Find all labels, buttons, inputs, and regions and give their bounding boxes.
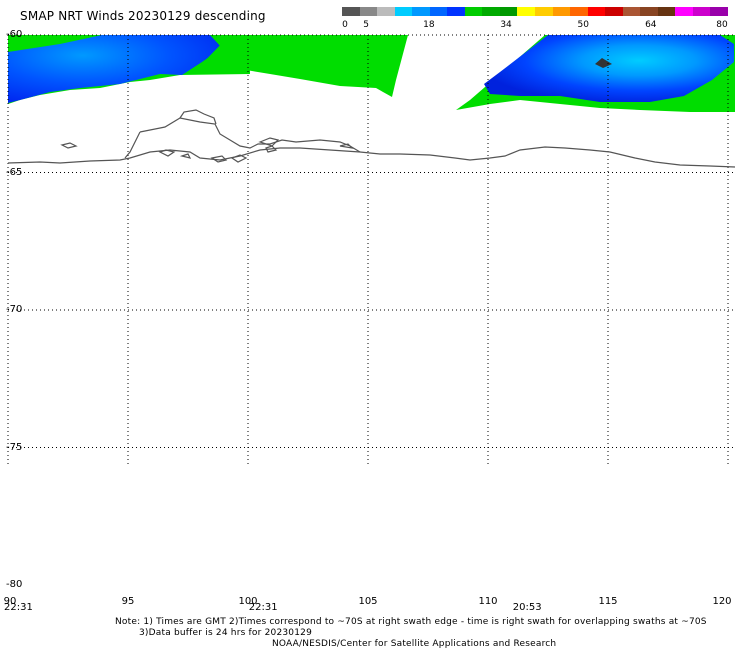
- colorbar-segment: [429, 7, 448, 16]
- colorbar-tick-label: 5: [363, 20, 369, 30]
- longitude-label: 110: [478, 596, 498, 607]
- colorbar-segment: [499, 7, 518, 16]
- note-line-2: 3)Data buffer is 24 hrs for 20230129: [139, 628, 313, 638]
- note-line-1: Note: 1) Times are GMT 2)Times correspon…: [115, 617, 707, 627]
- latitude-label: -65: [6, 166, 23, 178]
- colorbar-segment: [377, 7, 395, 16]
- colorbar-segment: [692, 7, 711, 16]
- colorbar-tick-label: 34: [500, 20, 512, 30]
- colorbar-tick-label: 0: [342, 20, 348, 30]
- colorbar-tick-label: 50: [577, 20, 589, 30]
- longitude-label: 100: [238, 596, 258, 607]
- longitude-label: 115: [598, 596, 618, 607]
- colorbar-segment: [640, 7, 658, 16]
- latitude-label: -60: [6, 29, 23, 40]
- colorbar-segment: [657, 7, 676, 16]
- wind-speed-colorbar: [342, 7, 729, 16]
- swath-right-blue: [484, 35, 734, 102]
- colorbar-segment: [552, 7, 571, 16]
- colorbar-segment: [710, 7, 729, 16]
- antarctic-coastline: [7, 109, 736, 168]
- swath-time-label: 22:31: [248, 602, 278, 613]
- latitude-label: -70: [6, 304, 23, 315]
- longitude-label: 120: [712, 596, 732, 607]
- colorbar-segment: [587, 7, 606, 16]
- note-line-3: NOAA/NESDIS/Center for Satellite Applica…: [272, 639, 557, 649]
- colorbar-segment: [394, 7, 413, 16]
- colorbar-segment: [622, 7, 641, 16]
- longitude-label: 105: [358, 596, 378, 607]
- colorbar-segment: [535, 7, 553, 16]
- colorbar-segment: [570, 7, 588, 16]
- colorbar-tick-label: 18: [423, 20, 435, 30]
- colorbar-segment: [464, 7, 483, 16]
- colorbar-segment: [412, 7, 430, 16]
- swath-middle-green: [192, 35, 408, 97]
- colorbar-segment: [675, 7, 693, 16]
- swath-right-dark-spot: [595, 58, 612, 68]
- colorbar-tick-label: 64: [645, 20, 657, 30]
- colorbar-segment: [517, 7, 536, 16]
- colorbar-segment: [342, 7, 360, 16]
- colorbar-segment: [359, 7, 378, 16]
- longitude-label: 95: [121, 596, 135, 607]
- map-title: SMAP NRT Winds 20230129 descending: [20, 9, 266, 23]
- swath-time-label: 20:53: [512, 602, 542, 613]
- wind-swaths: [8, 35, 735, 112]
- colorbar-tick-label: 80: [716, 20, 728, 30]
- longitude-label: 90: [3, 596, 17, 607]
- swath-time-label: 22:31: [4, 602, 33, 613]
- latitude-label: -80: [6, 579, 23, 590]
- colorbar-segment: [447, 7, 465, 16]
- colorbar-segment: [605, 7, 623, 16]
- colorbar-segment: [482, 7, 500, 16]
- latitude-label: -75: [6, 441, 23, 453]
- swath-left-blue: [8, 35, 222, 103]
